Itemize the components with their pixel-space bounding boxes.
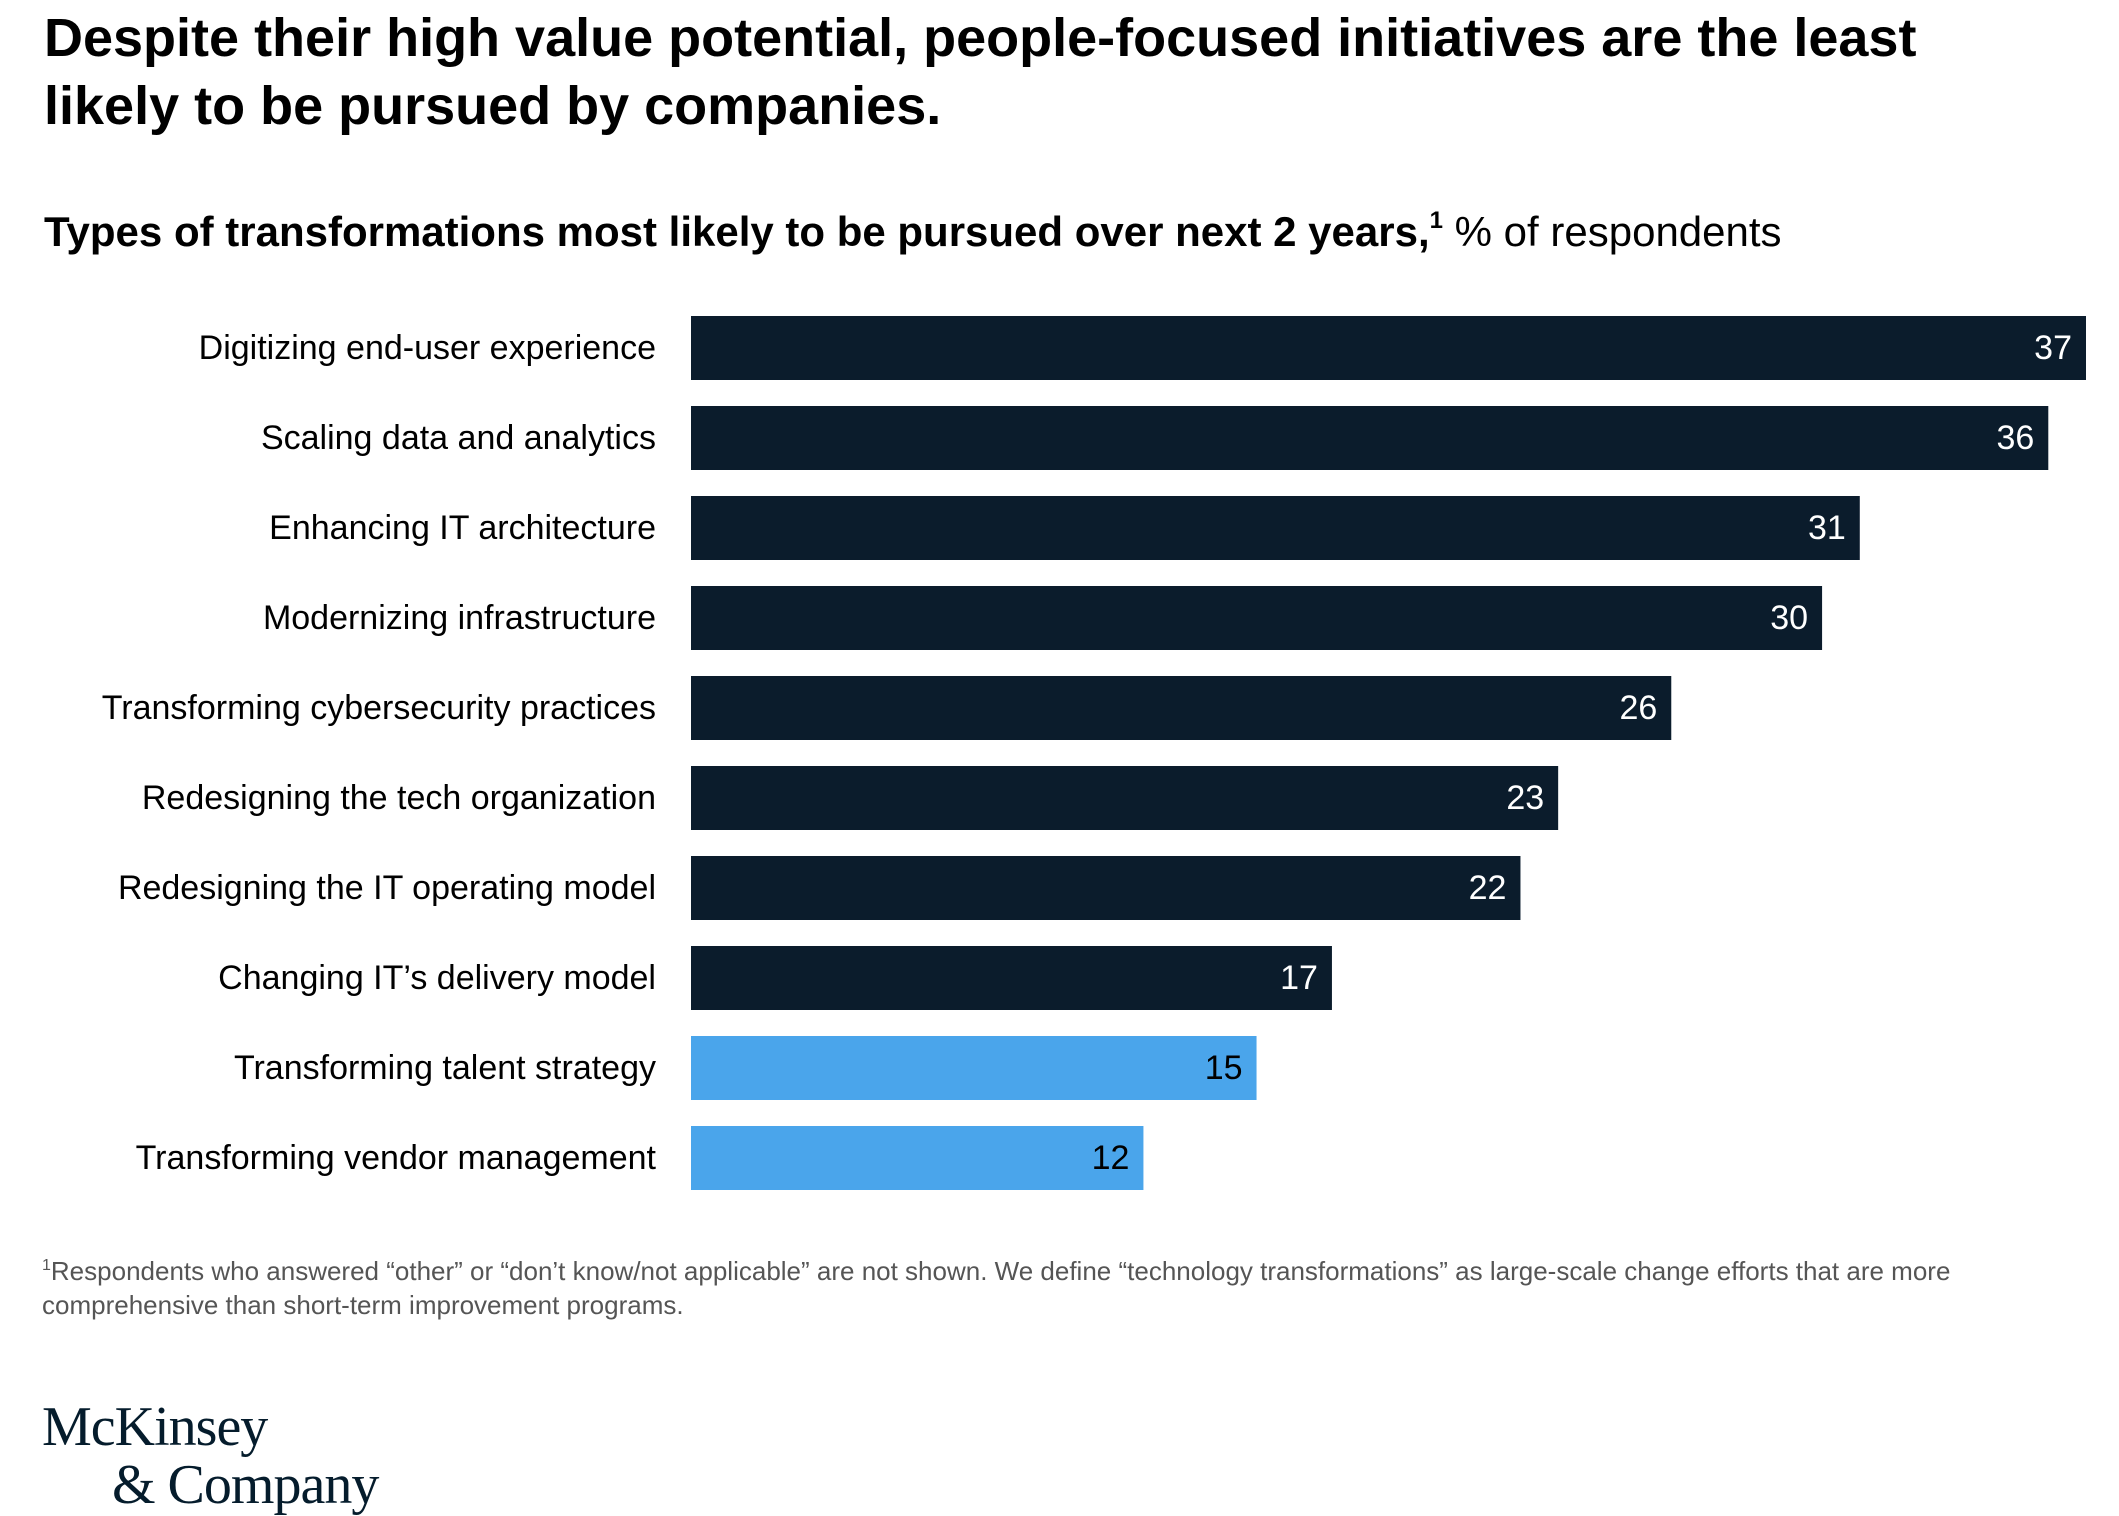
subtitle-unit: % of respondents — [1443, 208, 1782, 255]
footnote-text: Respondents who answered “other” or “don… — [42, 1256, 1951, 1320]
bar — [691, 946, 1332, 1010]
category-label: Transforming cybersecurity practices — [102, 689, 656, 727]
bar — [691, 766, 1559, 830]
bar-value-label: 23 — [1506, 779, 1544, 817]
category-label: Modernizing infrastructure — [263, 599, 656, 637]
bar — [691, 496, 1860, 560]
bar-value-label: 17 — [1280, 959, 1318, 997]
bar — [691, 676, 1672, 740]
bar — [691, 586, 1823, 650]
footnote: 1Respondents who answered “other” or “do… — [42, 1254, 2072, 1322]
bar-value-label: 37 — [2034, 329, 2072, 367]
category-label: Digitizing end-user experience — [199, 329, 656, 367]
bar-value-label: 30 — [1770, 599, 1808, 637]
subtitle-footnote-mark: 1 — [1429, 207, 1443, 234]
bar — [691, 316, 2086, 380]
bar — [691, 1036, 1257, 1100]
category-label: Scaling data and analytics — [261, 419, 656, 457]
bar-chart: Digitizing end-user experience 37 Scaling … — [102, 316, 2086, 1190]
category-label: Enhancing IT architecture — [269, 509, 656, 547]
bar-value-label: 22 — [1469, 869, 1507, 907]
subtitle-text: Types of transformations most likely to … — [44, 208, 1430, 255]
bar-value-label: 26 — [1619, 689, 1657, 727]
bar-value-label: 12 — [1092, 1139, 1130, 1177]
logo-line-2: & Company — [112, 1454, 379, 1516]
category-label: Transforming vendor management — [136, 1139, 657, 1177]
bar — [691, 856, 1521, 920]
chart-subtitle: Types of transformations most likely to … — [44, 206, 1782, 258]
category-label: Redesigning the IT operating model — [118, 869, 656, 907]
category-label: Redesigning the tech organization — [142, 779, 656, 817]
bar — [691, 406, 2049, 470]
category-label: Changing IT’s delivery model — [218, 959, 656, 997]
bar — [691, 1126, 1144, 1190]
bar-value-label: 31 — [1808, 509, 1846, 547]
mckinsey-logo: McKinsey & Company — [42, 1396, 379, 1516]
bar-value-label: 36 — [1996, 419, 2034, 457]
chart-headline: Despite their high value potential, peop… — [44, 8, 1917, 136]
category-label: Transforming talent strategy — [234, 1049, 656, 1087]
logo-line-1: McKinsey — [42, 1396, 268, 1458]
bar-value-label: 15 — [1205, 1049, 1243, 1087]
footnote-mark: 1 — [42, 1257, 51, 1274]
